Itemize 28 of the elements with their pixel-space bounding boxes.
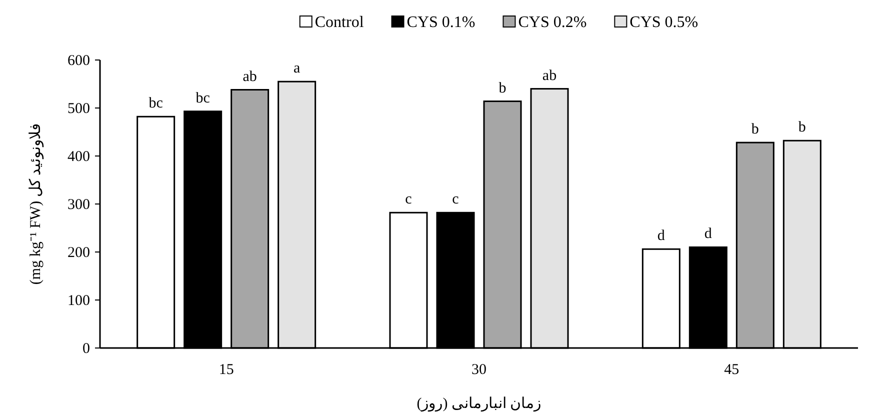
x-tick-label: 45 <box>724 362 740 378</box>
data-label: bc <box>148 96 164 112</box>
legend-label: Control <box>314 14 364 31</box>
y-tick-label: 500 <box>68 101 90 117</box>
legend-label: CYS 0.5% <box>630 14 698 31</box>
data-label: d <box>704 226 712 242</box>
data-label: bc <box>196 90 210 106</box>
y-tick-label: 100 <box>68 293 90 309</box>
x-tick-label: 30 <box>472 362 486 378</box>
data-label: c <box>405 192 412 208</box>
data-label: b <box>798 120 806 136</box>
x-tick-label: 15 <box>218 362 234 378</box>
y-axis-title: فلاونوئید کل (mg kg⁻¹ FW) <box>28 123 44 285</box>
y-tick-label: 400 <box>68 149 90 165</box>
data-label: a <box>293 60 300 77</box>
data-label: ab <box>542 68 557 84</box>
y-tick-label: 600 <box>68 53 90 69</box>
data-label: ab <box>242 68 257 85</box>
data-label: b <box>498 80 506 96</box>
data-label: c <box>452 192 460 208</box>
legend-label: CYS 0.2% <box>518 14 587 31</box>
y-tick-label: 0 <box>82 341 90 357</box>
data-label: d <box>657 228 666 244</box>
data-label: b <box>751 122 759 138</box>
x-axis-title: زمان انبارمانی (روز) <box>416 396 542 412</box>
legend-label: CYS 0.1% <box>406 14 476 31</box>
y-tick-label: 200 <box>68 245 90 261</box>
y-tick-label: 300 <box>68 197 90 213</box>
